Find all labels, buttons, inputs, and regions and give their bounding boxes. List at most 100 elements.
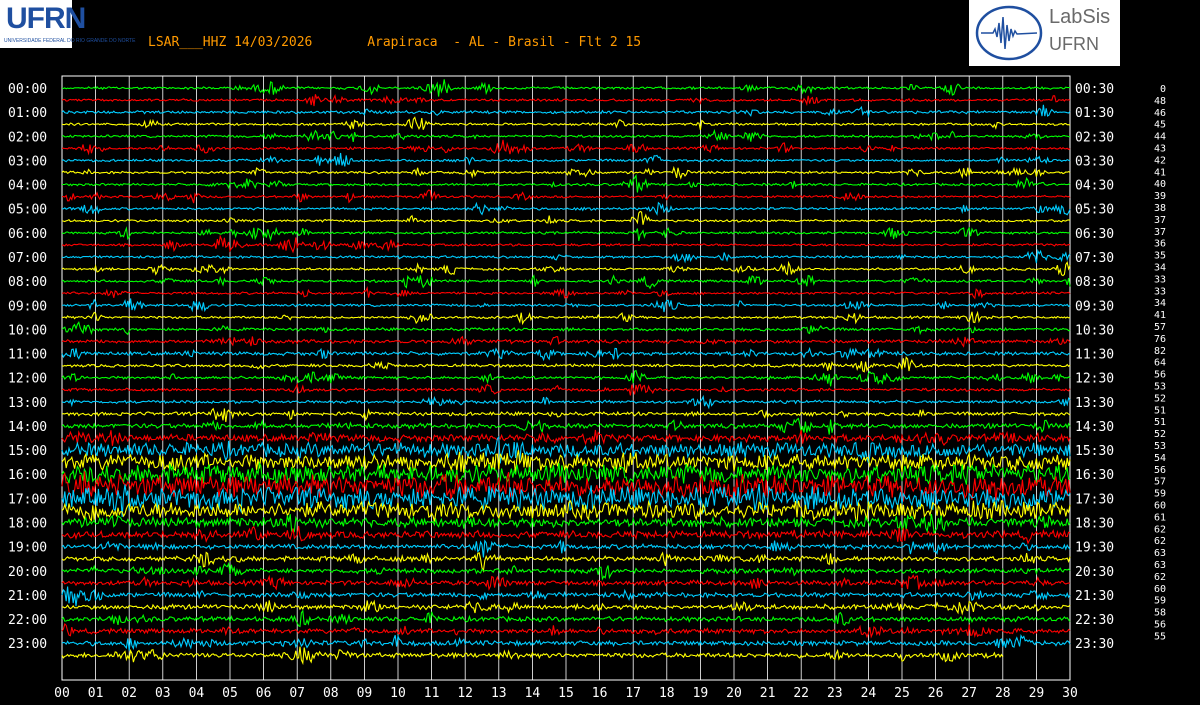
scale-value: 64 bbox=[1154, 358, 1166, 369]
left-time-label: 15:00 bbox=[8, 444, 47, 459]
trace-line bbox=[61, 483, 1071, 517]
trace-line bbox=[61, 201, 1071, 216]
x-tick-label: 15 bbox=[558, 686, 574, 701]
scale-value: 38 bbox=[1154, 203, 1166, 214]
trace-line bbox=[61, 260, 1071, 277]
ufrn-logo-subtext: UNIVERSIDADE FEDERAL DO RIO GRANDE DO NO… bbox=[4, 38, 136, 44]
right-time-label: 18:30 bbox=[1075, 517, 1114, 532]
x-tick-label: 08 bbox=[323, 686, 339, 701]
right-time-label: 20:30 bbox=[1075, 565, 1114, 580]
x-tick-label: 06 bbox=[256, 686, 272, 701]
trace-line bbox=[61, 210, 1071, 225]
left-time-label: 03:00 bbox=[8, 154, 47, 169]
x-tick-label: 26 bbox=[928, 686, 944, 701]
trace-line bbox=[61, 394, 1071, 410]
trace-line bbox=[61, 461, 1071, 487]
scale-value: 60 bbox=[1154, 584, 1166, 595]
left-time-label: 11:00 bbox=[8, 348, 47, 363]
scale-value: 37 bbox=[1154, 215, 1166, 226]
trace-line bbox=[61, 525, 1071, 545]
left-time-label: 18:00 bbox=[8, 517, 47, 532]
trace-line bbox=[61, 450, 1071, 474]
right-time-label: 05:30 bbox=[1075, 203, 1114, 218]
trace-line bbox=[61, 382, 1071, 396]
right-time-label: 06:30 bbox=[1075, 227, 1114, 242]
trace-line bbox=[61, 234, 1071, 254]
scale-value: 51 bbox=[1154, 417, 1166, 428]
trace-line bbox=[61, 586, 1071, 607]
scale-value: 52 bbox=[1154, 429, 1166, 440]
right-time-label: 17:30 bbox=[1075, 492, 1114, 507]
x-tick-label: 30 bbox=[1062, 686, 1078, 701]
left-time-label: 00:00 bbox=[8, 82, 47, 97]
left-time-label: 09:00 bbox=[8, 299, 47, 314]
right-time-label: 16:30 bbox=[1075, 468, 1114, 483]
plot-grid bbox=[61, 75, 1071, 681]
x-tick-label: 05 bbox=[222, 686, 238, 701]
trace-line bbox=[61, 320, 1071, 336]
x-tick-label: 25 bbox=[894, 686, 910, 701]
scale-value: 34 bbox=[1154, 298, 1166, 309]
left-time-label: 01:00 bbox=[8, 106, 47, 121]
x-tick-label: 16 bbox=[592, 686, 608, 701]
left-time-label: 21:00 bbox=[8, 589, 47, 604]
x-tick-label: 12 bbox=[457, 686, 473, 701]
x-tick-label: 07 bbox=[289, 686, 305, 701]
right-time-label: 10:30 bbox=[1075, 323, 1114, 338]
x-tick-label: 13 bbox=[491, 686, 507, 701]
right-time-label: 03:30 bbox=[1075, 154, 1114, 169]
x-tick-label: 10 bbox=[390, 686, 406, 701]
trace-line bbox=[61, 622, 1071, 639]
scale-value: 40 bbox=[1154, 179, 1166, 190]
trace-line bbox=[61, 551, 1071, 573]
left-time-label: 06:00 bbox=[8, 227, 47, 242]
trace-line bbox=[61, 435, 1071, 464]
trace-line bbox=[61, 298, 1071, 313]
trace-line bbox=[61, 369, 1071, 387]
scale-values: 0484645444342414039383737363534333334415… bbox=[1154, 84, 1166, 642]
scale-value: 62 bbox=[1154, 524, 1166, 535]
chart-header: LSAR___HHZ 14/03/2026 Arapiraca - AL - B… bbox=[148, 35, 641, 50]
ufrn-logo-text: UFRN bbox=[6, 2, 86, 35]
scale-value: 33 bbox=[1154, 286, 1166, 297]
scale-value: 52 bbox=[1154, 393, 1166, 404]
scale-value: 56 bbox=[1154, 465, 1166, 476]
x-tick-label: 00 bbox=[54, 686, 70, 701]
scale-value: 35 bbox=[1154, 251, 1166, 262]
scale-value: 58 bbox=[1154, 608, 1166, 619]
x-tick-label: 19 bbox=[693, 686, 709, 701]
x-tick-label: 17 bbox=[625, 686, 641, 701]
trace-line bbox=[61, 274, 1071, 290]
right-time-label: 13:30 bbox=[1075, 396, 1114, 411]
labsis-name: LabSis bbox=[1049, 6, 1111, 28]
trace-line bbox=[61, 116, 1071, 131]
scale-value: 59 bbox=[1154, 489, 1166, 500]
seismic-traces bbox=[61, 79, 1071, 666]
x-tick-label: 22 bbox=[793, 686, 809, 701]
scale-value: 56 bbox=[1154, 370, 1166, 381]
scale-value: 44 bbox=[1154, 132, 1166, 143]
right-time-label: 02:30 bbox=[1075, 130, 1114, 145]
left-time-label: 19:00 bbox=[8, 541, 47, 556]
trace-line bbox=[61, 335, 1071, 348]
left-time-label: 17:00 bbox=[8, 492, 47, 507]
right-time-label: 22:30 bbox=[1075, 613, 1114, 628]
left-time-label: 23:00 bbox=[8, 637, 47, 652]
x-tick-label: 21 bbox=[760, 686, 776, 701]
trace-line bbox=[61, 189, 1071, 204]
right-time-label: 04:30 bbox=[1075, 179, 1114, 194]
trace-line bbox=[61, 561, 1071, 581]
scale-value: 63 bbox=[1154, 560, 1166, 571]
trace-line bbox=[61, 539, 1071, 558]
right-time-label: 19:30 bbox=[1075, 541, 1114, 556]
scale-value: 62 bbox=[1154, 572, 1166, 583]
trace-line bbox=[61, 152, 1071, 167]
x-tick-label: 02 bbox=[121, 686, 137, 701]
seismogram-logo-icon bbox=[975, 5, 1043, 61]
left-time-labels: 00:00 01:00 02:00 03:00 04:00 05:00 06:00 07:00… bbox=[8, 82, 47, 652]
scale-value: 57 bbox=[1154, 322, 1166, 333]
right-time-label: 01:30 bbox=[1075, 106, 1114, 121]
trace-line bbox=[61, 599, 1071, 616]
x-tick-label: 23 bbox=[827, 686, 843, 701]
right-time-label: 08:30 bbox=[1075, 275, 1114, 290]
